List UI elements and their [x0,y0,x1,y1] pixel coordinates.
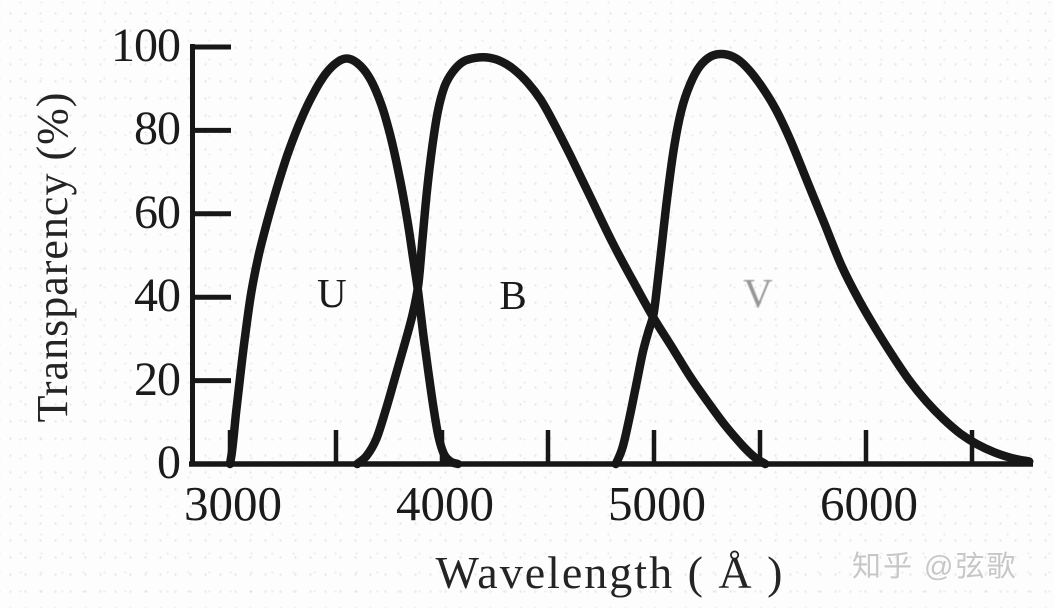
band-label-B: B [499,272,527,319]
curve-V [611,49,1034,469]
x-tick-label-6000: 6000 [820,476,918,531]
y-tick-label-100: 100 [111,19,181,72]
band-label-U: U [316,270,347,317]
y-tick-label-0: 0 [157,436,181,489]
curve-B [352,53,770,469]
y-tick-label-20: 20 [134,352,181,406]
curve-U [225,54,463,469]
x-tick-label-5000: 5000 [608,476,706,531]
y-tick-label-80: 80 [134,102,181,156]
y-axis-title: Transparency (%) [28,91,77,423]
y-tick-label-60: 60 [134,185,181,239]
y-tick-label-40: 40 [134,269,181,323]
band-label-V: V [743,270,773,317]
x-tick-label-3000: 3000 [184,476,282,531]
x-axis-title: Wavelength ( Å ) [435,547,785,598]
x-tick-label-4000: 4000 [396,476,494,531]
watermark: 知乎 @弦歌 [852,551,1018,583]
